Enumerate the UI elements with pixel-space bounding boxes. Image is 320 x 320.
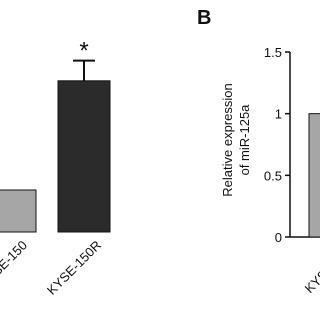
panel-label: B xyxy=(197,7,211,29)
bar-group: KYSE-150 xyxy=(302,113,320,297)
x-tick-label: KYSE-150 xyxy=(0,238,30,292)
bar-group: KYSE-150 xyxy=(0,189,37,292)
bar xyxy=(57,80,111,233)
x-tick-label: KYSE-150 xyxy=(302,243,320,297)
error-bar xyxy=(73,59,95,81)
x-tick-label: KYSE-150R xyxy=(44,238,104,298)
y-axis-label: Relative expression xyxy=(220,83,235,196)
y-tick-label: 1 xyxy=(275,107,282,122)
significance-mark: * xyxy=(79,38,88,65)
y-tick-label: 0 xyxy=(275,230,282,245)
y-tick-label: 1.5 xyxy=(264,45,282,60)
y-axis-label: of miR-125a xyxy=(237,104,252,176)
y-tick-label: 0.5 xyxy=(264,168,282,183)
bar-group: * KYSE-150R xyxy=(44,38,111,298)
bar xyxy=(308,113,320,238)
bar xyxy=(0,189,37,233)
